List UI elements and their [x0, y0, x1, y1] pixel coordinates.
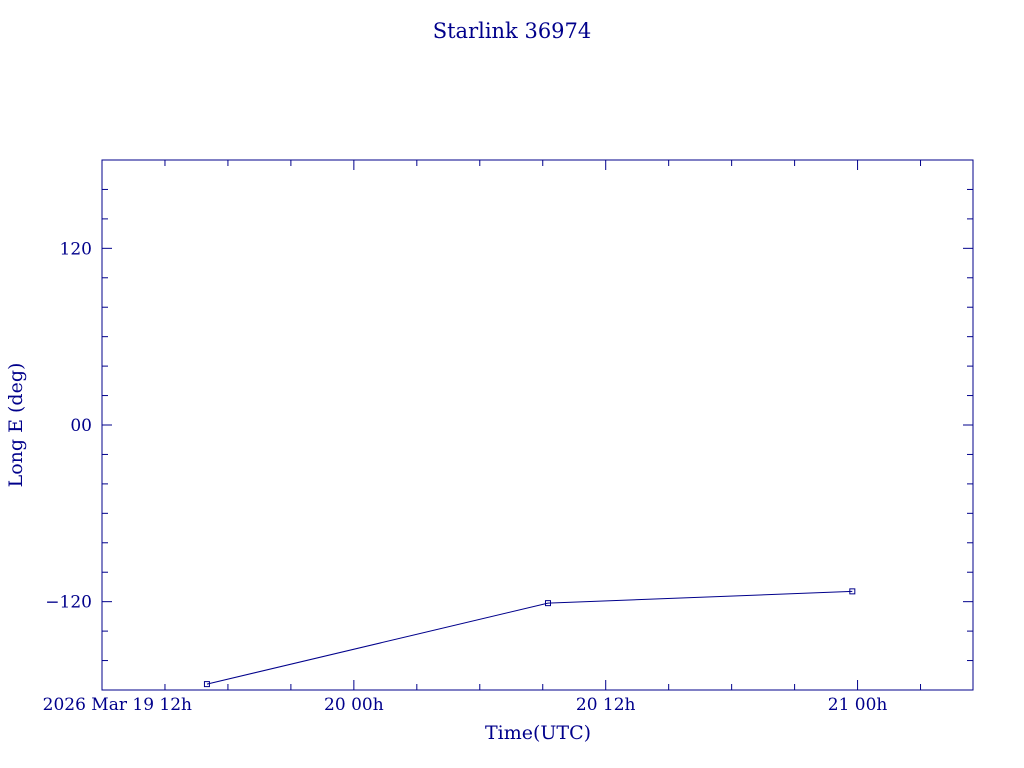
data-point	[203, 681, 210, 688]
tick-labels: 120 00 −120 2026 Mar 19 12h 20 00h 20 12h 21 0…	[43, 239, 888, 715]
data-point	[544, 600, 551, 607]
plot-frame	[101, 159, 974, 691]
y-tick-label: 00	[70, 416, 92, 436]
series-line-segment	[206, 602, 549, 685]
chart-title: Starlink 36974	[433, 19, 592, 43]
series-line-segment	[547, 590, 853, 604]
x-tick-label: 20 00h	[324, 695, 384, 715]
axis-ticks	[102, 160, 973, 690]
x-tick-label: 2026 Mar 19 12h	[43, 695, 192, 715]
y-tick-label: 120	[60, 239, 92, 259]
y-tick-label: −120	[45, 593, 92, 613]
x-tick-label: 20 12h	[576, 695, 636, 715]
x-tick-label: 21 00h	[828, 695, 888, 715]
y-axis-label: Long E (deg)	[5, 363, 27, 488]
x-axis-label: Time(UTC)	[485, 722, 591, 744]
data-point	[849, 588, 856, 595]
series-layer	[203, 588, 856, 688]
